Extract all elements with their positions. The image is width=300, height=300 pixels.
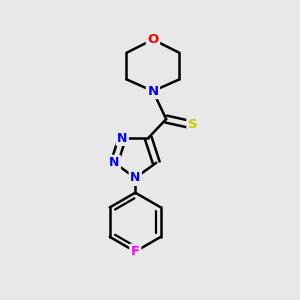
Text: O: O (147, 33, 159, 46)
Text: F: F (131, 245, 140, 258)
Text: N: N (130, 172, 140, 184)
Text: N: N (117, 131, 128, 145)
Text: S: S (188, 118, 197, 131)
Text: N: N (147, 85, 158, 98)
Text: N: N (109, 156, 119, 169)
